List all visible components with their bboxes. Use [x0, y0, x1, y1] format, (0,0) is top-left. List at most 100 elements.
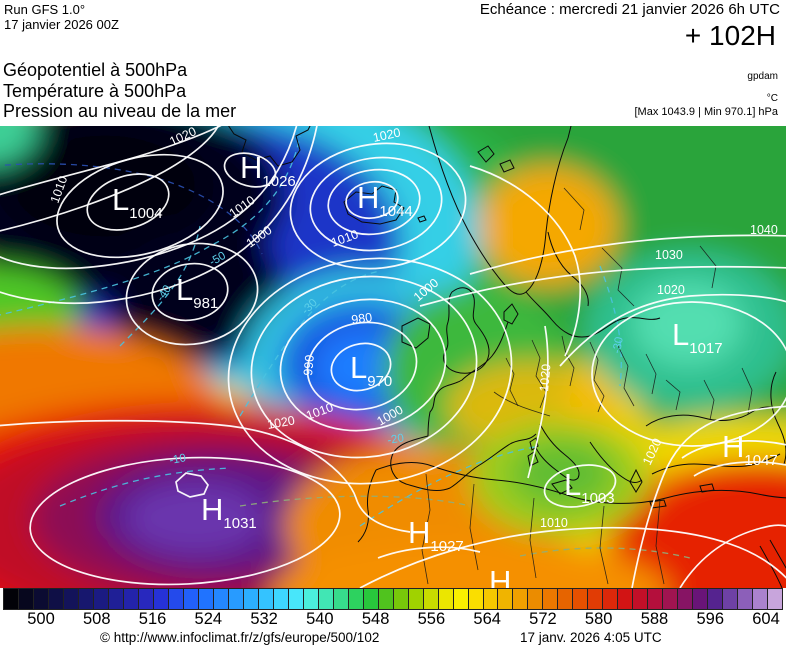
colorbar-cell — [588, 589, 604, 609]
colorbar-cell — [258, 589, 274, 609]
pressure-center-high: H1026 — [240, 150, 296, 190]
temperature-label: -20 — [386, 432, 404, 447]
run-model: Run GFS 1.0° — [4, 2, 86, 17]
colorbar-cell — [348, 589, 364, 609]
colorbar-cell — [408, 589, 424, 609]
colorbar-cell — [738, 589, 754, 609]
colorbar-cell — [213, 589, 229, 609]
colorbar-tick: 548 — [361, 610, 390, 628]
colorbar-cell — [708, 589, 724, 609]
coastlines — [228, 126, 786, 588]
pressure-center-high: H1044 — [357, 180, 413, 220]
colorbar-tick: 508 — [83, 610, 111, 628]
temperature-label: -10 — [168, 452, 186, 467]
generation-timestamp: 17 janv. 2026 4:05 UTC — [520, 630, 662, 645]
pressure-center-low: L1004 — [112, 182, 163, 222]
pressure-center-low: L1017 — [672, 317, 723, 357]
colorbar-cell — [543, 589, 559, 609]
run-info: Run GFS 1.0° 17 janvier 2026 00Z — [4, 2, 119, 32]
colorbar-cell — [63, 589, 79, 609]
temperature-label: -30 — [611, 336, 626, 354]
footer: © http://www.infoclimat.fr/z/gfs/europe/… — [0, 630, 786, 648]
colorbar-cell — [678, 589, 694, 609]
colorbar-cell — [78, 589, 94, 609]
colorbar-cell — [513, 589, 529, 609]
isobar-label: 1020 — [266, 413, 296, 432]
isobar-contours — [0, 126, 786, 588]
colorbar-cell — [663, 589, 679, 609]
colorbar-cell — [483, 589, 499, 609]
colorbar-cell — [303, 589, 319, 609]
colorbar-cell — [18, 589, 34, 609]
pressure-center-high: H1027 — [408, 515, 464, 555]
colorbar-tick: 604 — [752, 610, 780, 628]
color-field — [0, 126, 786, 588]
colorbar-tick: 596 — [696, 610, 724, 628]
colorbar-cell — [333, 589, 349, 609]
pressure-center-low: L981 — [176, 272, 218, 312]
colorbar-cell — [198, 589, 214, 609]
pressure-center-low: L970 — [350, 350, 392, 390]
colorbar-cell — [468, 589, 484, 609]
colorbar-cell — [753, 589, 769, 609]
colorbar-cell — [423, 589, 439, 609]
colorbar-cell — [438, 589, 454, 609]
isobar-label: 1020 — [372, 126, 402, 145]
colorbar-cell — [723, 589, 739, 609]
forecast-hour: + 102H — [684, 20, 776, 51]
unit-temperature: °C — [766, 93, 778, 104]
colorbar-tick: 532 — [250, 610, 278, 628]
colorbar-tick: 556 — [417, 610, 446, 628]
colorbar-cell — [288, 589, 304, 609]
pressure-extremes: [Max 1043.9 | Min 970.1] hPa — [634, 106, 779, 118]
colorbar-cell — [108, 589, 124, 609]
isobar-label: 990 — [301, 354, 317, 376]
colorbar-tick: 516 — [138, 610, 167, 628]
isobar-label: 1010 — [540, 516, 568, 530]
pressure-centers: L1004 H1026 H1044 L981 L970 L1017 H1031 H1027 L1… — [112, 150, 778, 588]
parameter-list: Géopotentiel à 500hPa Température à 500h… — [3, 60, 237, 121]
colorbar-cell — [48, 589, 64, 609]
pressure-center-high: H — [489, 564, 511, 588]
isobar-label: 1030 — [655, 248, 683, 262]
isobar-label: 1040 — [750, 223, 778, 237]
colorbar-cell — [378, 589, 394, 609]
pressure-center-low: L1003 — [564, 467, 615, 507]
colorbar-cell — [558, 589, 574, 609]
geopotential-colorbar — [3, 588, 783, 610]
colorbar-cell — [318, 589, 334, 609]
pressure-center-high: H1047 — [722, 429, 778, 469]
run-date: 17 janvier 2026 00Z — [4, 17, 119, 32]
colorbar-cell — [93, 589, 109, 609]
colorbar-tick: 540 — [306, 610, 334, 628]
colorbar-cell — [768, 589, 783, 609]
pressure-center-high: H1031 — [201, 492, 257, 532]
isobar-label: 1020 — [657, 283, 685, 297]
colorbar-cell — [33, 589, 49, 609]
colorbar-cell — [453, 589, 469, 609]
colorbar-cell — [153, 589, 169, 609]
colorbar-cell — [573, 589, 589, 609]
unit-geopotential: gpdam — [747, 71, 778, 82]
colorbar-cell — [243, 589, 259, 609]
copyright-url: © http://www.infoclimat.fr/z/gfs/europe/… — [100, 630, 380, 645]
colorbar-cell — [138, 589, 154, 609]
colorbar-tick: 524 — [194, 610, 223, 628]
colorbar-cell — [633, 589, 649, 609]
colorbar-cell — [4, 589, 19, 609]
colorbar-tick: 564 — [473, 610, 501, 628]
isobar-label: 980 — [350, 310, 373, 327]
colorbar-cell — [273, 589, 289, 609]
colorbar-cell — [498, 589, 514, 609]
colorbar-cell — [123, 589, 139, 609]
colorbar-cell — [603, 589, 619, 609]
colorbar-tick: 580 — [584, 610, 613, 628]
colorbar-tick: 572 — [529, 610, 557, 628]
colorbar-cell — [648, 589, 664, 609]
valid-time: Echéance : mercredi 21 janvier 2026 6h U… — [479, 1, 780, 18]
temperature-contours — [0, 135, 691, 559]
colorbar-cell — [363, 589, 379, 609]
colorbar-cell — [693, 589, 709, 609]
colorbar-cell — [528, 589, 544, 609]
